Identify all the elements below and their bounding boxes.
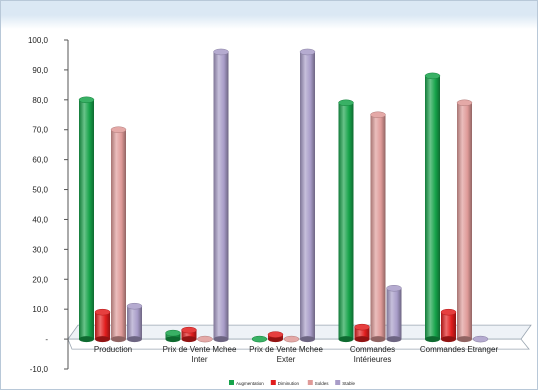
legend-label: Soldes: [315, 381, 330, 386]
bar-body: [338, 102, 354, 340]
y-tick-label: 10,0: [32, 305, 48, 314]
legend-swatch: [270, 380, 276, 385]
bar-soldes: [110, 126, 127, 343]
bar-top: [181, 326, 197, 334]
legend-label: Diminution: [278, 381, 300, 386]
x-category-label: Prix de Vente Mchee Inter: [163, 345, 237, 364]
bar-stable: [126, 302, 143, 343]
y-tick-label: 20,0: [32, 275, 48, 284]
bar-top: [213, 48, 229, 56]
bar-stable: [386, 284, 402, 343]
bar-base: [386, 336, 402, 343]
bar-soldes: [370, 111, 386, 343]
legend-swatch: [307, 380, 313, 385]
bar-body: [95, 312, 110, 340]
bar-diminution: [181, 326, 197, 343]
bar-base: [79, 336, 94, 343]
bar-base: [354, 336, 370, 343]
legend-swatch: [335, 380, 341, 385]
legend-label: Augmentation: [236, 381, 264, 386]
bar-top: [440, 308, 457, 316]
bar-top: [267, 331, 284, 338]
bar-top: [94, 308, 111, 316]
y-tick-label: 50,0: [32, 186, 48, 195]
y-tick-label: 30,0: [32, 245, 48, 254]
y-tick-label: 90,0: [32, 66, 48, 75]
bar-diminution: [354, 323, 370, 343]
bar-base: [213, 336, 229, 343]
bar-top: [299, 48, 316, 56]
bar-body: [425, 75, 440, 340]
bar-diminution: [94, 308, 111, 343]
bar-body: [370, 114, 386, 340]
bar-base: [111, 336, 126, 343]
bar-base: [127, 336, 142, 343]
y-tick-label: 100,0: [28, 36, 49, 45]
bar-diminution: [440, 308, 457, 343]
bar-body: [213, 51, 229, 340]
bar-body: [79, 99, 94, 340]
x-category-label: Commandes Etranger: [420, 345, 499, 354]
x-category-label: Commandes Intérieures: [350, 345, 395, 364]
x-category-label: Production: [94, 345, 132, 354]
y-tick-label: 80,0: [32, 96, 48, 105]
bar-body: [441, 312, 456, 340]
bar-augmentation: [165, 329, 181, 343]
bar-base: [300, 336, 315, 343]
bar-body: [300, 51, 315, 340]
bar-top: [386, 284, 402, 292]
bar-stable: [472, 335, 489, 343]
bar-top: [424, 72, 441, 80]
bar-base: [338, 336, 354, 343]
bar-top: [251, 335, 268, 343]
bar-soldes: [283, 335, 300, 343]
y-tick-label: -: [45, 335, 48, 344]
floor-front: [67, 338, 530, 350]
bar-body: [457, 102, 472, 340]
bar-soldes: [197, 335, 213, 343]
bar-top: [197, 335, 213, 343]
bar-top: [78, 96, 95, 104]
bar-augmentation: [424, 72, 441, 343]
bar-base: [425, 336, 440, 343]
bar-augmentation: [251, 335, 268, 343]
bar-body: [354, 327, 370, 340]
y-tick-label: 60,0: [32, 156, 48, 165]
bar-top: [472, 335, 489, 343]
bar-top: [110, 126, 127, 133]
bar-base: [457, 336, 472, 343]
bar-body: [386, 288, 402, 340]
legend-label: Stable: [342, 381, 355, 386]
bar-soldes: [456, 99, 473, 343]
bar-top: [338, 99, 354, 107]
bar-top: [165, 329, 181, 337]
bar-top: [126, 302, 143, 310]
y-tick-label: 40,0: [32, 215, 48, 224]
y-tick-label: -10,0: [30, 365, 49, 374]
bar-base: [165, 336, 181, 343]
bar-base: [95, 336, 110, 343]
bar-body: [111, 129, 126, 340]
y-tick-label: 70,0: [32, 126, 48, 135]
legend-swatch: [229, 380, 234, 385]
legend: Augmentation Diminution Soldes Stable: [229, 380, 355, 386]
bar-stable: [213, 48, 229, 343]
bar-augmentation: [338, 99, 354, 343]
bar-base: [370, 336, 386, 343]
bar-top: [456, 99, 473, 107]
bar-body: [127, 306, 142, 340]
bar-top: [283, 335, 300, 343]
bar-diminution: [267, 331, 284, 343]
bar-augmentation: [78, 96, 95, 343]
bar-top: [354, 323, 370, 331]
bar-base: [181, 336, 197, 343]
bar-body: [181, 330, 197, 340]
x-category-label: Prix de Vente Mchee Exter: [249, 345, 323, 364]
bar-stable: [299, 48, 316, 343]
bar-top: [370, 111, 386, 119]
bar-base: [441, 336, 456, 343]
